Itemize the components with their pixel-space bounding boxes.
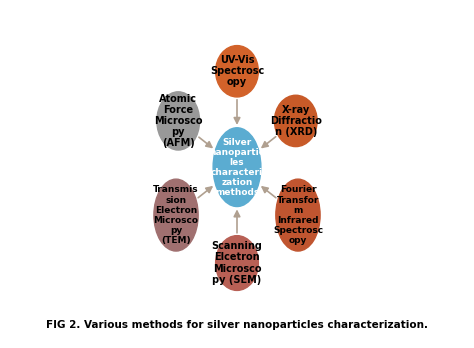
Text: Atomic
Force
Microsco
py
(AFM): Atomic Force Microsco py (AFM) bbox=[154, 94, 202, 148]
Ellipse shape bbox=[274, 95, 317, 147]
Ellipse shape bbox=[213, 128, 261, 206]
Text: FIG 2. Various methods for silver nanoparticles characterization.: FIG 2. Various methods for silver nanopa… bbox=[46, 320, 428, 330]
Text: Silver
nanopartic
les
characteri
zation
methods: Silver nanopartic les characteri zation … bbox=[210, 137, 264, 197]
Ellipse shape bbox=[216, 236, 258, 291]
Ellipse shape bbox=[276, 179, 320, 251]
Ellipse shape bbox=[216, 46, 258, 97]
Text: Transmis
sion
Electron
Microsco
py
(TEM): Transmis sion Electron Microsco py (TEM) bbox=[153, 185, 199, 245]
Text: Scanning
Elcetron
Microsco
py (SEM): Scanning Elcetron Microsco py (SEM) bbox=[211, 241, 263, 285]
Text: X-ray
Diffractio
n (XRD): X-ray Diffractio n (XRD) bbox=[270, 105, 322, 137]
Text: Fourier
Transfor
m
Infrared
Spectrosc
opy: Fourier Transfor m Infrared Spectrosc op… bbox=[273, 185, 323, 245]
Text: UV-Vis
Spectrosc
opy: UV-Vis Spectrosc opy bbox=[210, 55, 264, 87]
Ellipse shape bbox=[154, 179, 198, 251]
Ellipse shape bbox=[157, 92, 200, 150]
